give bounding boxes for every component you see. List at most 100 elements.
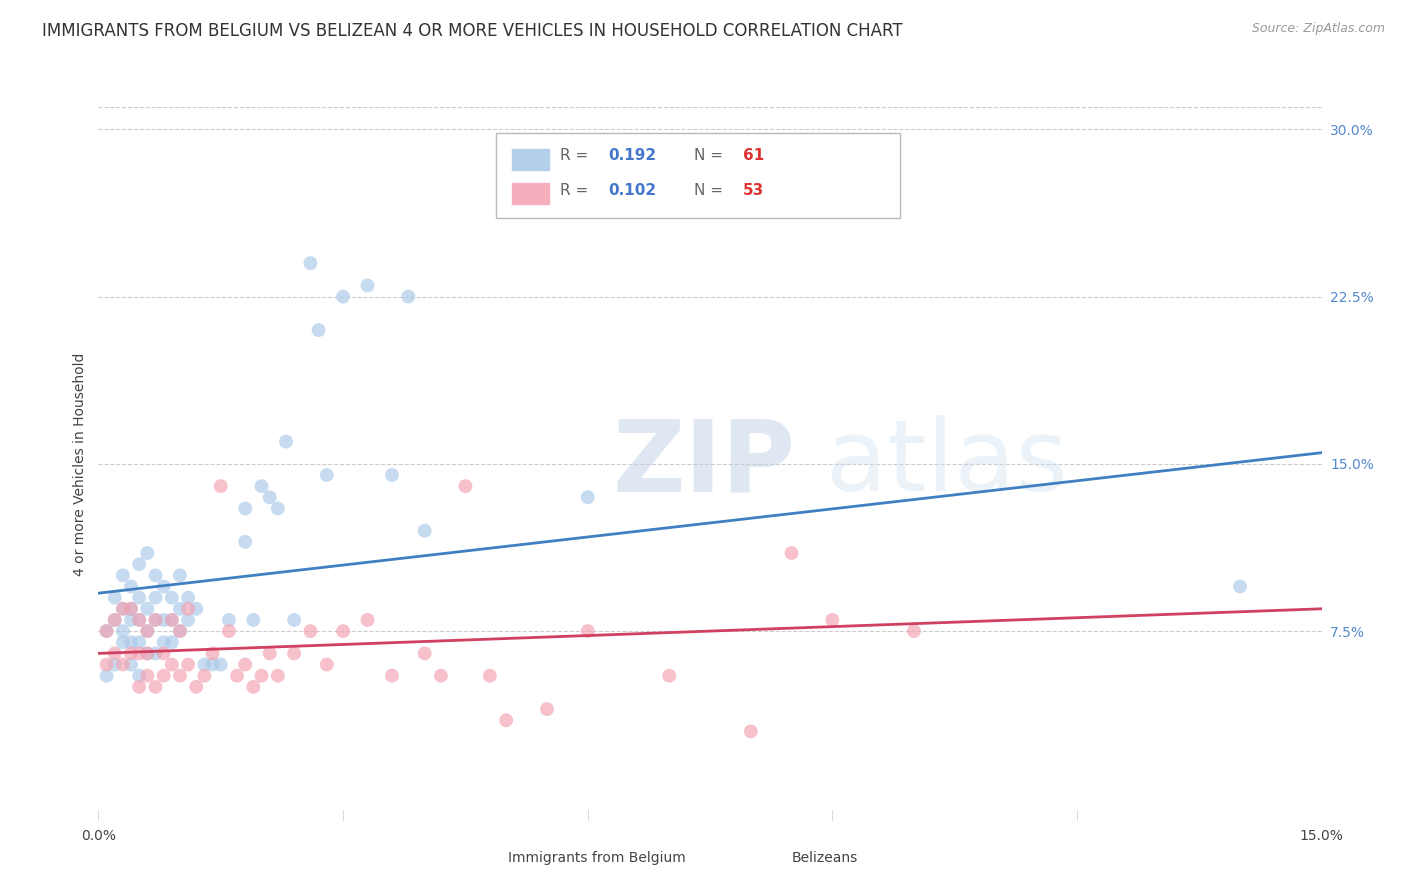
Point (299, 624, 322, 639)
Point (111, 657, 134, 672)
Point (104, 613, 127, 627)
Point (152, 613, 174, 627)
Bar (510, 148, 550, 170)
Bar (752, 849, 783, 867)
Point (332, 624, 354, 639)
Point (233, 657, 256, 672)
Point (821, 613, 844, 627)
Point (332, 289, 354, 303)
Text: 53: 53 (742, 184, 765, 198)
Point (120, 613, 142, 627)
Point (160, 613, 183, 627)
Point (413, 646, 436, 660)
Point (128, 613, 150, 627)
Point (381, 669, 404, 683)
Point (218, 613, 240, 627)
FancyBboxPatch shape (496, 134, 900, 218)
Point (177, 657, 200, 672)
Point (658, 669, 681, 683)
Point (193, 669, 215, 683)
Point (104, 591, 127, 605)
Point (136, 624, 159, 639)
Point (136, 646, 159, 660)
Point (495, 714, 517, 728)
Text: Immigrants from Belgium: Immigrants from Belgium (508, 851, 686, 864)
Point (356, 278, 378, 293)
Point (152, 580, 174, 594)
Point (120, 635, 142, 649)
Point (478, 669, 501, 683)
Point (111, 601, 134, 615)
Point (128, 635, 150, 649)
Point (576, 624, 599, 639)
Point (177, 591, 200, 605)
Point (145, 613, 167, 627)
Text: atlas: atlas (827, 416, 1069, 512)
Point (152, 635, 174, 649)
Point (128, 646, 150, 660)
Point (186, 680, 208, 694)
Point (177, 613, 200, 627)
Point (96, 624, 118, 639)
Point (96, 657, 118, 672)
Point (218, 624, 240, 639)
Text: N =: N = (695, 184, 728, 198)
Point (186, 601, 208, 615)
Point (152, 646, 174, 660)
Point (201, 646, 224, 660)
Point (111, 635, 134, 649)
Point (233, 534, 256, 549)
Point (160, 613, 183, 627)
Point (209, 657, 232, 672)
Bar (471, 849, 502, 867)
Point (274, 434, 297, 449)
Point (209, 479, 232, 493)
Point (96, 669, 118, 683)
Text: IMMIGRANTS FROM BELGIUM VS BELIZEAN 4 OR MORE VEHICLES IN HOUSEHOLD CORRELATION : IMMIGRANTS FROM BELGIUM VS BELIZEAN 4 OR… (42, 22, 903, 40)
Point (120, 601, 142, 615)
Point (145, 568, 167, 582)
Point (267, 501, 290, 516)
Point (145, 613, 167, 627)
Point (430, 669, 453, 683)
Point (536, 702, 558, 716)
Point (136, 669, 159, 683)
Point (145, 591, 167, 605)
Text: N =: N = (695, 148, 728, 162)
Text: 61: 61 (742, 148, 765, 162)
Point (381, 467, 404, 482)
Point (315, 467, 337, 482)
Point (128, 613, 150, 627)
Point (242, 613, 264, 627)
Point (169, 669, 191, 683)
Point (193, 657, 215, 672)
Point (169, 624, 191, 639)
Point (903, 624, 925, 639)
Point (160, 635, 183, 649)
Point (250, 669, 273, 683)
Point (740, 724, 762, 739)
Point (104, 657, 127, 672)
Point (111, 568, 134, 582)
Point (259, 490, 281, 504)
Text: ZIP: ZIP (612, 416, 794, 512)
Point (128, 591, 150, 605)
Point (145, 680, 167, 694)
Point (454, 479, 477, 493)
Text: Belizeans: Belizeans (792, 851, 858, 864)
Point (283, 646, 305, 660)
Point (233, 501, 256, 516)
Point (299, 256, 322, 270)
Point (96, 624, 118, 639)
Text: 0.192: 0.192 (609, 148, 657, 162)
Point (104, 613, 127, 627)
Point (226, 669, 249, 683)
Text: R =: R = (560, 148, 593, 162)
Point (259, 646, 281, 660)
Point (120, 646, 142, 660)
Point (308, 323, 330, 337)
Point (104, 646, 127, 660)
Point (152, 669, 174, 683)
Point (356, 613, 378, 627)
Point (242, 680, 264, 694)
